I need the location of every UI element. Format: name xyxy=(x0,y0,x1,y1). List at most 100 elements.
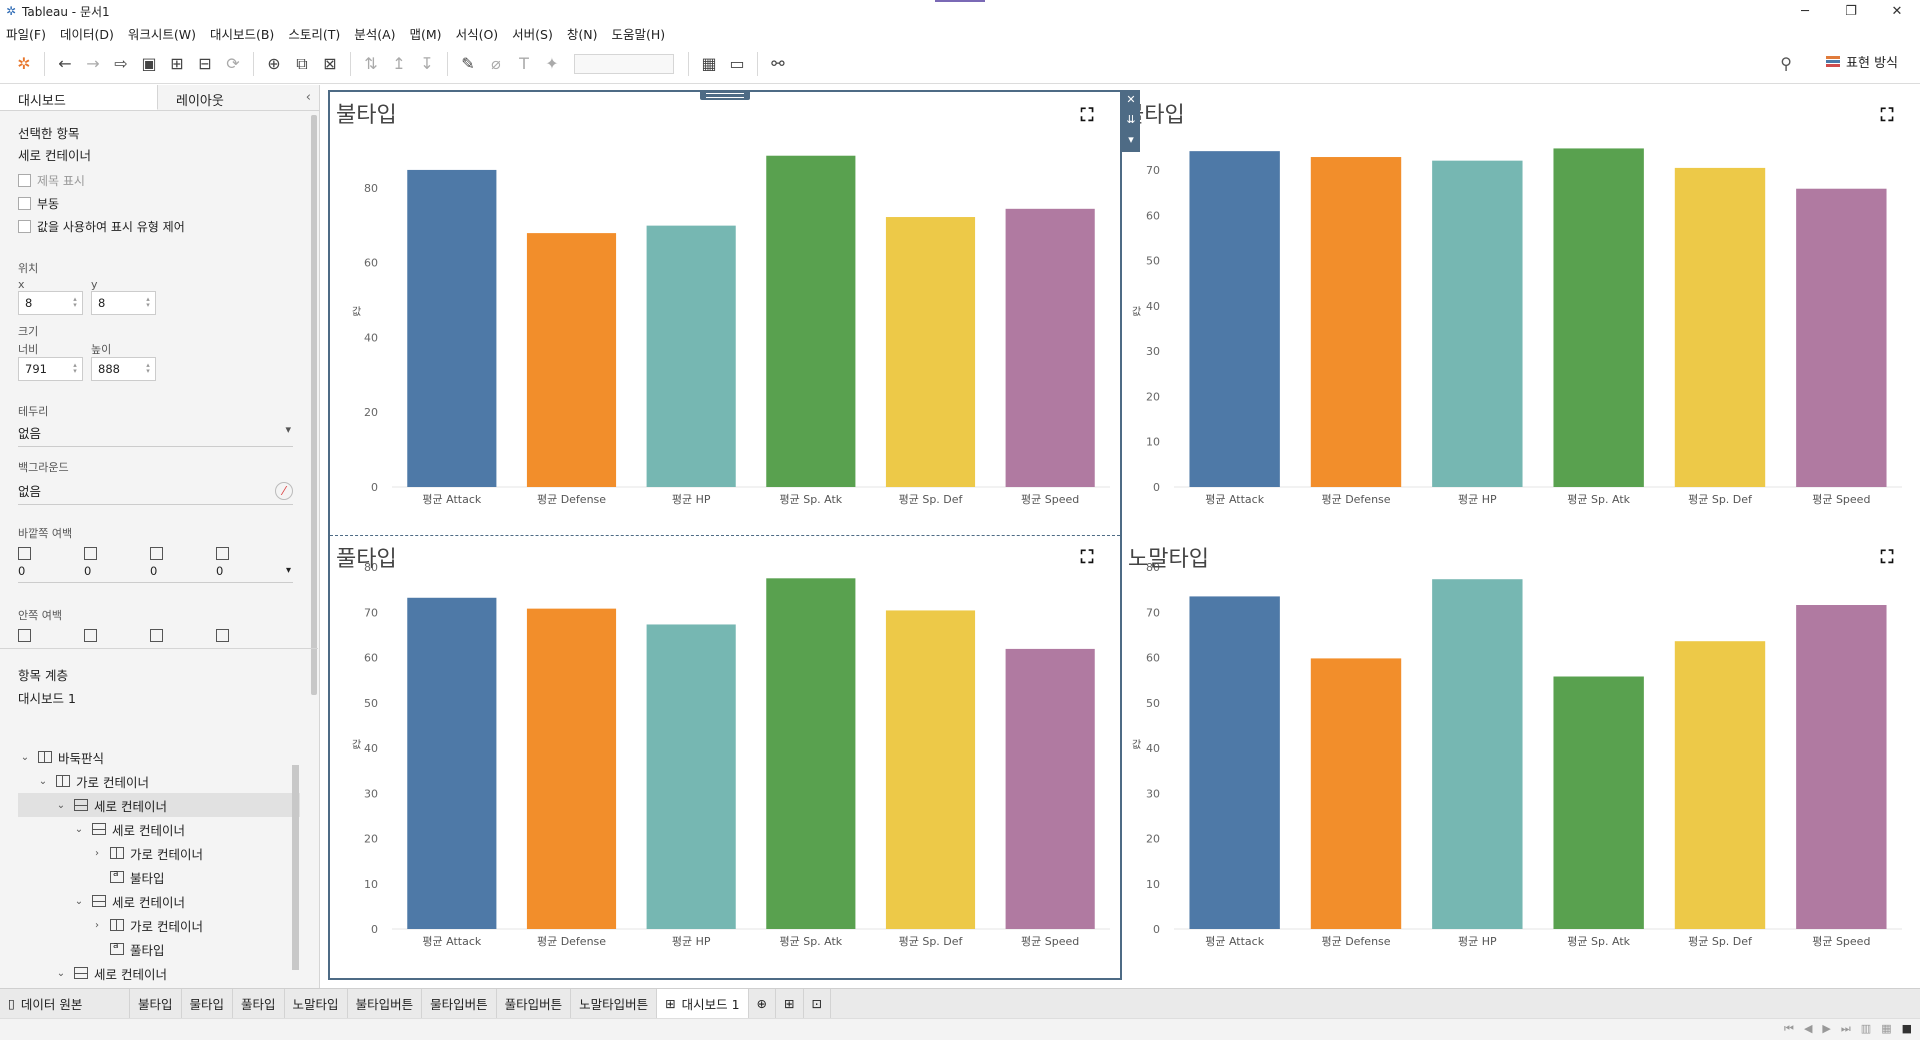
bar[interactable] xyxy=(885,610,976,929)
first-sheet-icon[interactable]: ⏮ xyxy=(1784,1022,1794,1035)
chevron-right-icon[interactable]: › xyxy=(95,847,99,859)
new-story-tab-icon[interactable]: ⊡ xyxy=(804,989,831,1018)
chevron-down-icon[interactable]: ⌄ xyxy=(56,967,66,979)
fit-toggle-icon[interactable]: ⛶ xyxy=(1880,547,1894,568)
menu-story[interactable]: 스토리(T) xyxy=(288,26,341,42)
bar[interactable] xyxy=(1005,648,1095,929)
menu-analysis[interactable]: 분석(A) xyxy=(354,26,396,42)
sheet-tab[interactable]: 물타입 xyxy=(182,989,234,1018)
show-title-checkbox[interactable]: 제목 표시 xyxy=(18,172,185,189)
bar[interactable] xyxy=(766,155,856,487)
next-sheet-icon[interactable]: ▶ xyxy=(1822,1022,1831,1035)
chevron-down-icon[interactable]: ⌄ xyxy=(56,799,66,811)
tab-layout[interactable]: 레이아웃 xyxy=(176,94,224,109)
menu-help[interactable]: 도움말(H) xyxy=(611,26,666,42)
border-dropdown[interactable]: 없음 xyxy=(18,419,293,447)
menu-data[interactable]: 데이터(D) xyxy=(59,26,114,42)
chevron-down-icon[interactable]: ⌄ xyxy=(20,751,30,763)
collapse-pane-icon[interactable]: ‹ xyxy=(305,90,311,105)
new-datasource-icon[interactable]: ⊞ xyxy=(170,54,184,73)
tree-node[interactable]: › 가로 컨테이너 xyxy=(18,841,300,865)
save-icon[interactable]: ▣ xyxy=(141,54,157,73)
clear-sheet-icon[interactable]: ⊠ xyxy=(323,54,337,73)
bar[interactable] xyxy=(1432,160,1523,487)
padding-dropdown-icon[interactable]: ▾ xyxy=(285,565,291,576)
sheet-tab[interactable]: 물타입버튼 xyxy=(422,989,497,1018)
bar[interactable] xyxy=(526,233,617,487)
tree-node[interactable]: 풀타입 xyxy=(18,937,300,961)
fit-toggle-icon[interactable]: ⛶ xyxy=(1080,105,1094,126)
chevron-down-icon[interactable]: ⌄ xyxy=(74,823,84,835)
bar[interactable] xyxy=(1796,605,1887,929)
tree-node[interactable]: › 가로 컨테이너 xyxy=(18,913,300,937)
height-input[interactable]: 888 xyxy=(91,357,156,381)
chart-panel-normal[interactable]: 0 10 20 30 40 50 60 70 80 값 평균 Attack 평균 Defense 평균 … xyxy=(1122,537,1912,977)
redo-icon[interactable]: → xyxy=(86,54,100,73)
bar[interactable] xyxy=(526,608,617,929)
grid-view-icon[interactable]: ▦ xyxy=(1881,1022,1892,1035)
filmstrip-icon[interactable]: ▥ xyxy=(1860,1022,1872,1035)
show-cards-icon[interactable]: ▦ xyxy=(701,54,717,73)
bar[interactable] xyxy=(885,217,976,487)
menu-file[interactable]: 파일(F) xyxy=(6,26,46,42)
bar[interactable] xyxy=(1796,188,1887,487)
bar[interactable] xyxy=(646,225,736,488)
pause-updates-icon[interactable]: ⊟ xyxy=(198,54,212,73)
menu-server[interactable]: 서버(S) xyxy=(512,26,553,42)
sheet-tab[interactable]: 불타입 xyxy=(130,989,182,1018)
sort-desc-icon[interactable]: ↧ xyxy=(420,54,434,73)
new-worksheet-icon[interactable]: ⊕ xyxy=(267,54,281,73)
bar[interactable] xyxy=(1310,157,1402,487)
labels-icon[interactable]: T xyxy=(519,54,529,73)
inner-padding-row[interactable] xyxy=(18,629,293,646)
move-handle[interactable] xyxy=(700,90,750,100)
bar[interactable] xyxy=(1553,148,1644,487)
new-worksheet-tab-icon[interactable]: ⊕ xyxy=(749,989,777,1018)
undo-icon[interactable]: ← xyxy=(58,54,72,73)
pin-container-icon[interactable]: ⇊ xyxy=(1126,113,1136,126)
presentation-icon[interactable]: ▭ xyxy=(729,54,745,73)
menu-format[interactable]: 서식(O) xyxy=(455,26,499,42)
control-visibility-checkbox[interactable]: 값을 사용하여 표시 유형 제어 xyxy=(18,218,185,235)
fit-toggle-icon[interactable]: ⛶ xyxy=(1080,547,1094,568)
tree-node[interactable]: 불타입 xyxy=(18,865,300,889)
menu-worksheet[interactable]: 워크시트(W) xyxy=(127,26,196,42)
bar[interactable] xyxy=(646,624,736,929)
menu-map[interactable]: 맵(M) xyxy=(409,26,442,42)
bar[interactable] xyxy=(1674,167,1766,487)
duplicate-sheet-icon[interactable]: ⧉ xyxy=(296,53,308,73)
share-icon[interactable]: ⚯ xyxy=(771,54,785,73)
bar[interactable] xyxy=(1310,658,1402,929)
sheet-tab[interactable]: 풀타입 xyxy=(233,989,285,1018)
chevron-down-icon[interactable]: ⌄ xyxy=(74,895,84,907)
bar[interactable] xyxy=(1189,151,1280,487)
tree-scrollbar[interactable] xyxy=(292,765,299,970)
tree-node[interactable]: ⌄ 세로 컨테이너 xyxy=(18,961,300,985)
tree-node[interactable]: ⌄ 바둑판식 xyxy=(18,745,300,769)
last-sheet-icon[interactable]: ⏭ xyxy=(1840,1022,1851,1035)
width-input[interactable]: 791 xyxy=(18,357,83,381)
bar[interactable] xyxy=(407,169,497,487)
refresh-icon[interactable]: ⟳ xyxy=(226,54,240,73)
more-options-icon[interactable]: ▾ xyxy=(1128,133,1134,146)
tab-view-icon[interactable]: ■ xyxy=(1901,1022,1912,1035)
bar[interactable] xyxy=(1432,579,1523,929)
fix-axes-icon[interactable]: ✦ xyxy=(545,54,559,73)
pin-icon[interactable]: ⚲ xyxy=(1780,54,1792,73)
sheet-tab[interactable]: 풀타입버튼 xyxy=(497,989,572,1018)
fit-dropdown[interactable] xyxy=(574,53,674,74)
sheet-tab[interactable]: 불타입버튼 xyxy=(348,989,423,1018)
chart-panel-fire[interactable]: 0 20 40 60 80 값 평균 Attack 평균 Defense 평균 HP 평균 Sp.… xyxy=(330,93,1120,535)
floating-checkbox[interactable]: 부동 xyxy=(18,195,185,212)
no-color-icon[interactable]: ⁄ xyxy=(275,481,293,500)
sheet-tab[interactable]: 노말타입 xyxy=(285,989,348,1018)
sort-asc-icon[interactable]: ↥ xyxy=(392,54,406,73)
prev-sheet-icon[interactable]: ◀ xyxy=(1803,1022,1813,1035)
pane-scrollbar[interactable] xyxy=(311,115,317,695)
x-input[interactable]: 8 xyxy=(18,291,83,315)
highlight-icon[interactable]: ✎ xyxy=(461,54,475,73)
remove-icon[interactable]: ✕ xyxy=(1126,93,1136,106)
chart-panel-water[interactable]: 0 10 20 30 40 50 60 70 값 평균 Attack 평균 Defense 평균 HP… xyxy=(1122,93,1912,535)
replay-icon[interactable]: ⇨ xyxy=(114,54,128,73)
fit-toggle-icon[interactable]: ⛶ xyxy=(1880,105,1894,126)
